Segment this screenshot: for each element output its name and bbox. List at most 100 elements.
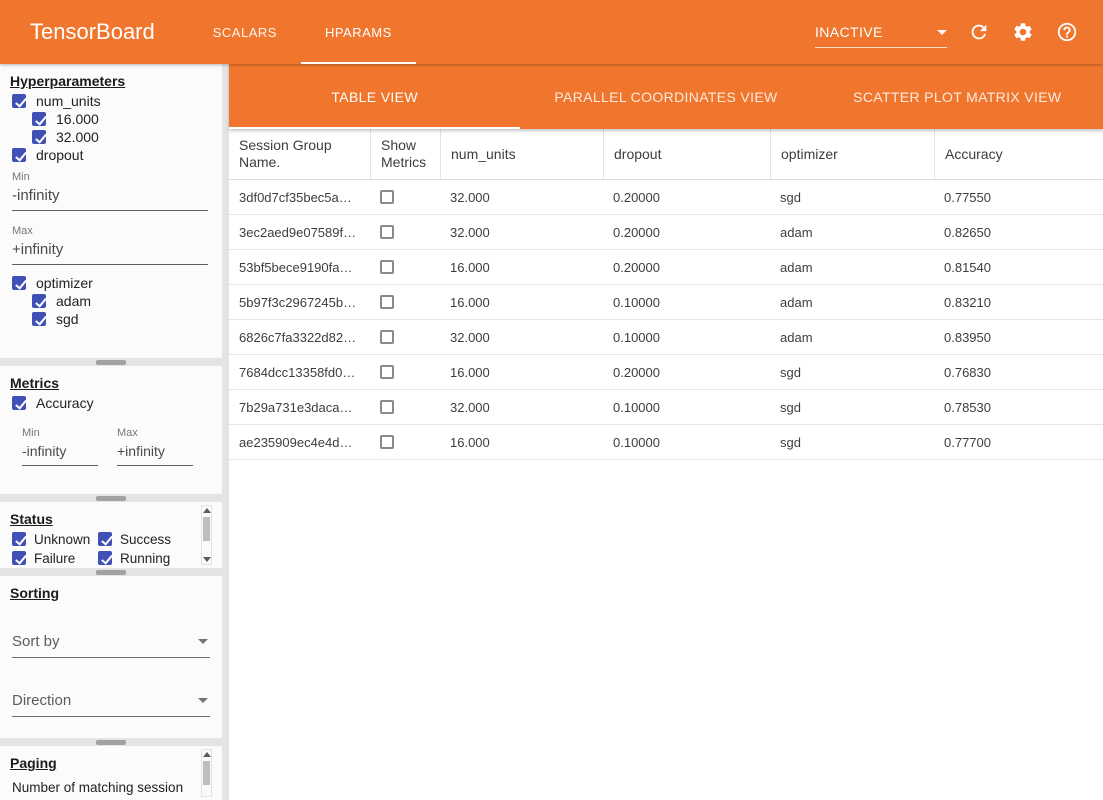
metric-max-label: Max (117, 427, 193, 439)
hparam-optimizer[interactable]: optimizer (12, 275, 222, 291)
hparam-value-sgd[interactable]: sgd (32, 311, 222, 327)
sgd-checkbox[interactable] (32, 312, 46, 326)
section-gap (0, 738, 222, 746)
column-header-session-group-name: Session Group Name. (229, 129, 370, 179)
show-metrics-checkbox[interactable] (380, 295, 394, 309)
session-groups-table: Session Group Name. Show Metrics num_uni… (229, 129, 1103, 800)
optimizer-label: optimizer (36, 275, 93, 291)
cell-optimizer: adam (770, 330, 934, 345)
value-32-checkbox[interactable] (32, 130, 46, 144)
tensorboard-app: TensorBoard SCALARS HPARAMS INACTIVE (0, 0, 1103, 800)
cell-session-group-name: ae235909ec4e4d… (229, 435, 370, 450)
running-label: Running (120, 551, 170, 566)
accuracy-checkbox[interactable] (12, 396, 26, 410)
cell-accuracy: 0.77550 (934, 190, 1103, 205)
cell-num-units: 16.000 (440, 435, 603, 450)
settings-button[interactable] (1011, 20, 1035, 44)
cell-num-units: 32.000 (440, 190, 603, 205)
hparam-num-units[interactable]: num_units (12, 93, 222, 109)
status-unknown[interactable]: Unknown (12, 531, 98, 547)
cell-num-units: 32.000 (440, 330, 603, 345)
show-metrics-checkbox[interactable] (380, 330, 394, 344)
cell-accuracy: 0.81540 (934, 260, 1103, 275)
show-metrics-checkbox[interactable] (380, 260, 394, 274)
direction-select[interactable]: Direction (12, 688, 210, 717)
hparam-value-16[interactable]: 16.000 (32, 111, 222, 127)
scroll-down-icon[interactable] (203, 557, 211, 562)
cell-num-units: 16.000 (440, 295, 603, 310)
metric-accuracy[interactable]: Accuracy (12, 395, 222, 411)
status-section: Status Unknown Success Failure (0, 502, 222, 568)
show-metrics-checkbox[interactable] (380, 190, 394, 204)
cell-session-group-name: 7b29a731e3daca… (229, 400, 370, 415)
hparam-value-32[interactable]: 32.000 (32, 129, 222, 145)
direction-value: Direction (12, 692, 71, 709)
scroll-up-icon[interactable] (203, 752, 211, 757)
table-row: 53bf5bece9190fa… 16.000 0.20000 adam 0.8… (229, 250, 1103, 285)
scroll-up-icon[interactable] (203, 508, 211, 513)
dropout-max-input[interactable] (12, 237, 208, 265)
column-header-show-metrics: Show Metrics (370, 129, 440, 179)
num-units-checkbox[interactable] (12, 94, 26, 108)
cell-session-group-name: 53bf5bece9190fa… (229, 260, 370, 275)
tab-scalars[interactable]: SCALARS (189, 0, 301, 64)
failure-checkbox[interactable] (12, 551, 26, 565)
tab-parallel-coordinates-view[interactable]: PARALLEL COORDINATES VIEW (520, 64, 811, 129)
cell-accuracy: 0.83210 (934, 295, 1103, 310)
dropout-min-input[interactable] (12, 183, 208, 211)
tab-scatter-plot-matrix-view[interactable]: SCATTER PLOT MATRIX VIEW (812, 64, 1103, 129)
metric-minmax: Min Max (22, 413, 222, 466)
paging-heading: Paging (10, 755, 222, 771)
dropout-min-label: Min (12, 171, 222, 183)
status-scrollbar[interactable] (201, 505, 212, 565)
column-header-accuracy: Accuracy (934, 129, 1103, 179)
cell-dropout: 0.10000 (603, 435, 770, 450)
adam-checkbox[interactable] (32, 294, 46, 308)
value-16-label: 16.000 (56, 111, 99, 127)
metric-max-input[interactable] (117, 439, 193, 466)
resize-handle[interactable] (96, 570, 126, 575)
runs-status-value: INACTIVE (815, 24, 883, 40)
help-button[interactable] (1055, 20, 1079, 44)
cell-num-units: 32.000 (440, 400, 603, 415)
dropout-max-label: Max (12, 225, 222, 237)
section-gap (0, 494, 222, 502)
refresh-button[interactable] (967, 20, 991, 44)
show-metrics-checkbox[interactable] (380, 400, 394, 414)
table-row: 3ec2aed9e07589f… 32.000 0.20000 adam 0.8… (229, 215, 1103, 250)
scroll-thumb[interactable] (203, 761, 210, 785)
success-checkbox[interactable] (98, 532, 112, 546)
tab-table-view[interactable]: TABLE VIEW (229, 64, 520, 129)
metric-min-input[interactable] (22, 439, 98, 466)
scroll-thumb[interactable] (203, 517, 210, 541)
show-metrics-checkbox[interactable] (380, 435, 394, 449)
accuracy-label: Accuracy (36, 395, 94, 411)
cell-dropout: 0.10000 (603, 330, 770, 345)
dropout-checkbox[interactable] (12, 148, 26, 162)
paging-scrollbar[interactable] (201, 749, 212, 797)
hparam-dropout[interactable]: dropout (12, 147, 222, 163)
show-metrics-checkbox[interactable] (380, 365, 394, 379)
unknown-checkbox[interactable] (12, 532, 26, 546)
resize-handle[interactable] (96, 496, 126, 501)
cell-accuracy: 0.76830 (934, 365, 1103, 380)
chevron-down-icon (198, 639, 208, 644)
value-16-checkbox[interactable] (32, 112, 46, 126)
sort-by-select[interactable]: Sort by (12, 629, 210, 658)
sort-by-value: Sort by (12, 633, 60, 650)
table-header-row: Session Group Name. Show Metrics num_uni… (229, 129, 1103, 180)
tab-hparams[interactable]: HPARAMS (301, 0, 416, 64)
metrics-heading: Metrics (10, 375, 222, 391)
runs-status-select[interactable]: INACTIVE (815, 24, 947, 48)
resize-handle[interactable] (96, 740, 126, 745)
help-icon (1056, 21, 1078, 43)
optimizer-checkbox[interactable] (12, 276, 26, 290)
hparam-value-adam[interactable]: adam (32, 293, 222, 309)
show-metrics-checkbox[interactable] (380, 225, 394, 239)
resize-handle[interactable] (96, 360, 126, 365)
status-failure[interactable]: Failure (12, 550, 98, 566)
running-checkbox[interactable] (98, 551, 112, 565)
cell-session-group-name: 7684dcc13358fd0… (229, 365, 370, 380)
paging-section: Paging Number of matching session groups… (0, 746, 222, 800)
chevron-down-icon (937, 30, 947, 35)
